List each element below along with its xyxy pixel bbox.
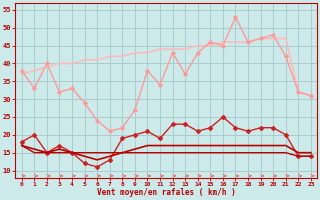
X-axis label: Vent moyen/en rafales ( km/h ): Vent moyen/en rafales ( km/h ) <box>97 188 236 197</box>
